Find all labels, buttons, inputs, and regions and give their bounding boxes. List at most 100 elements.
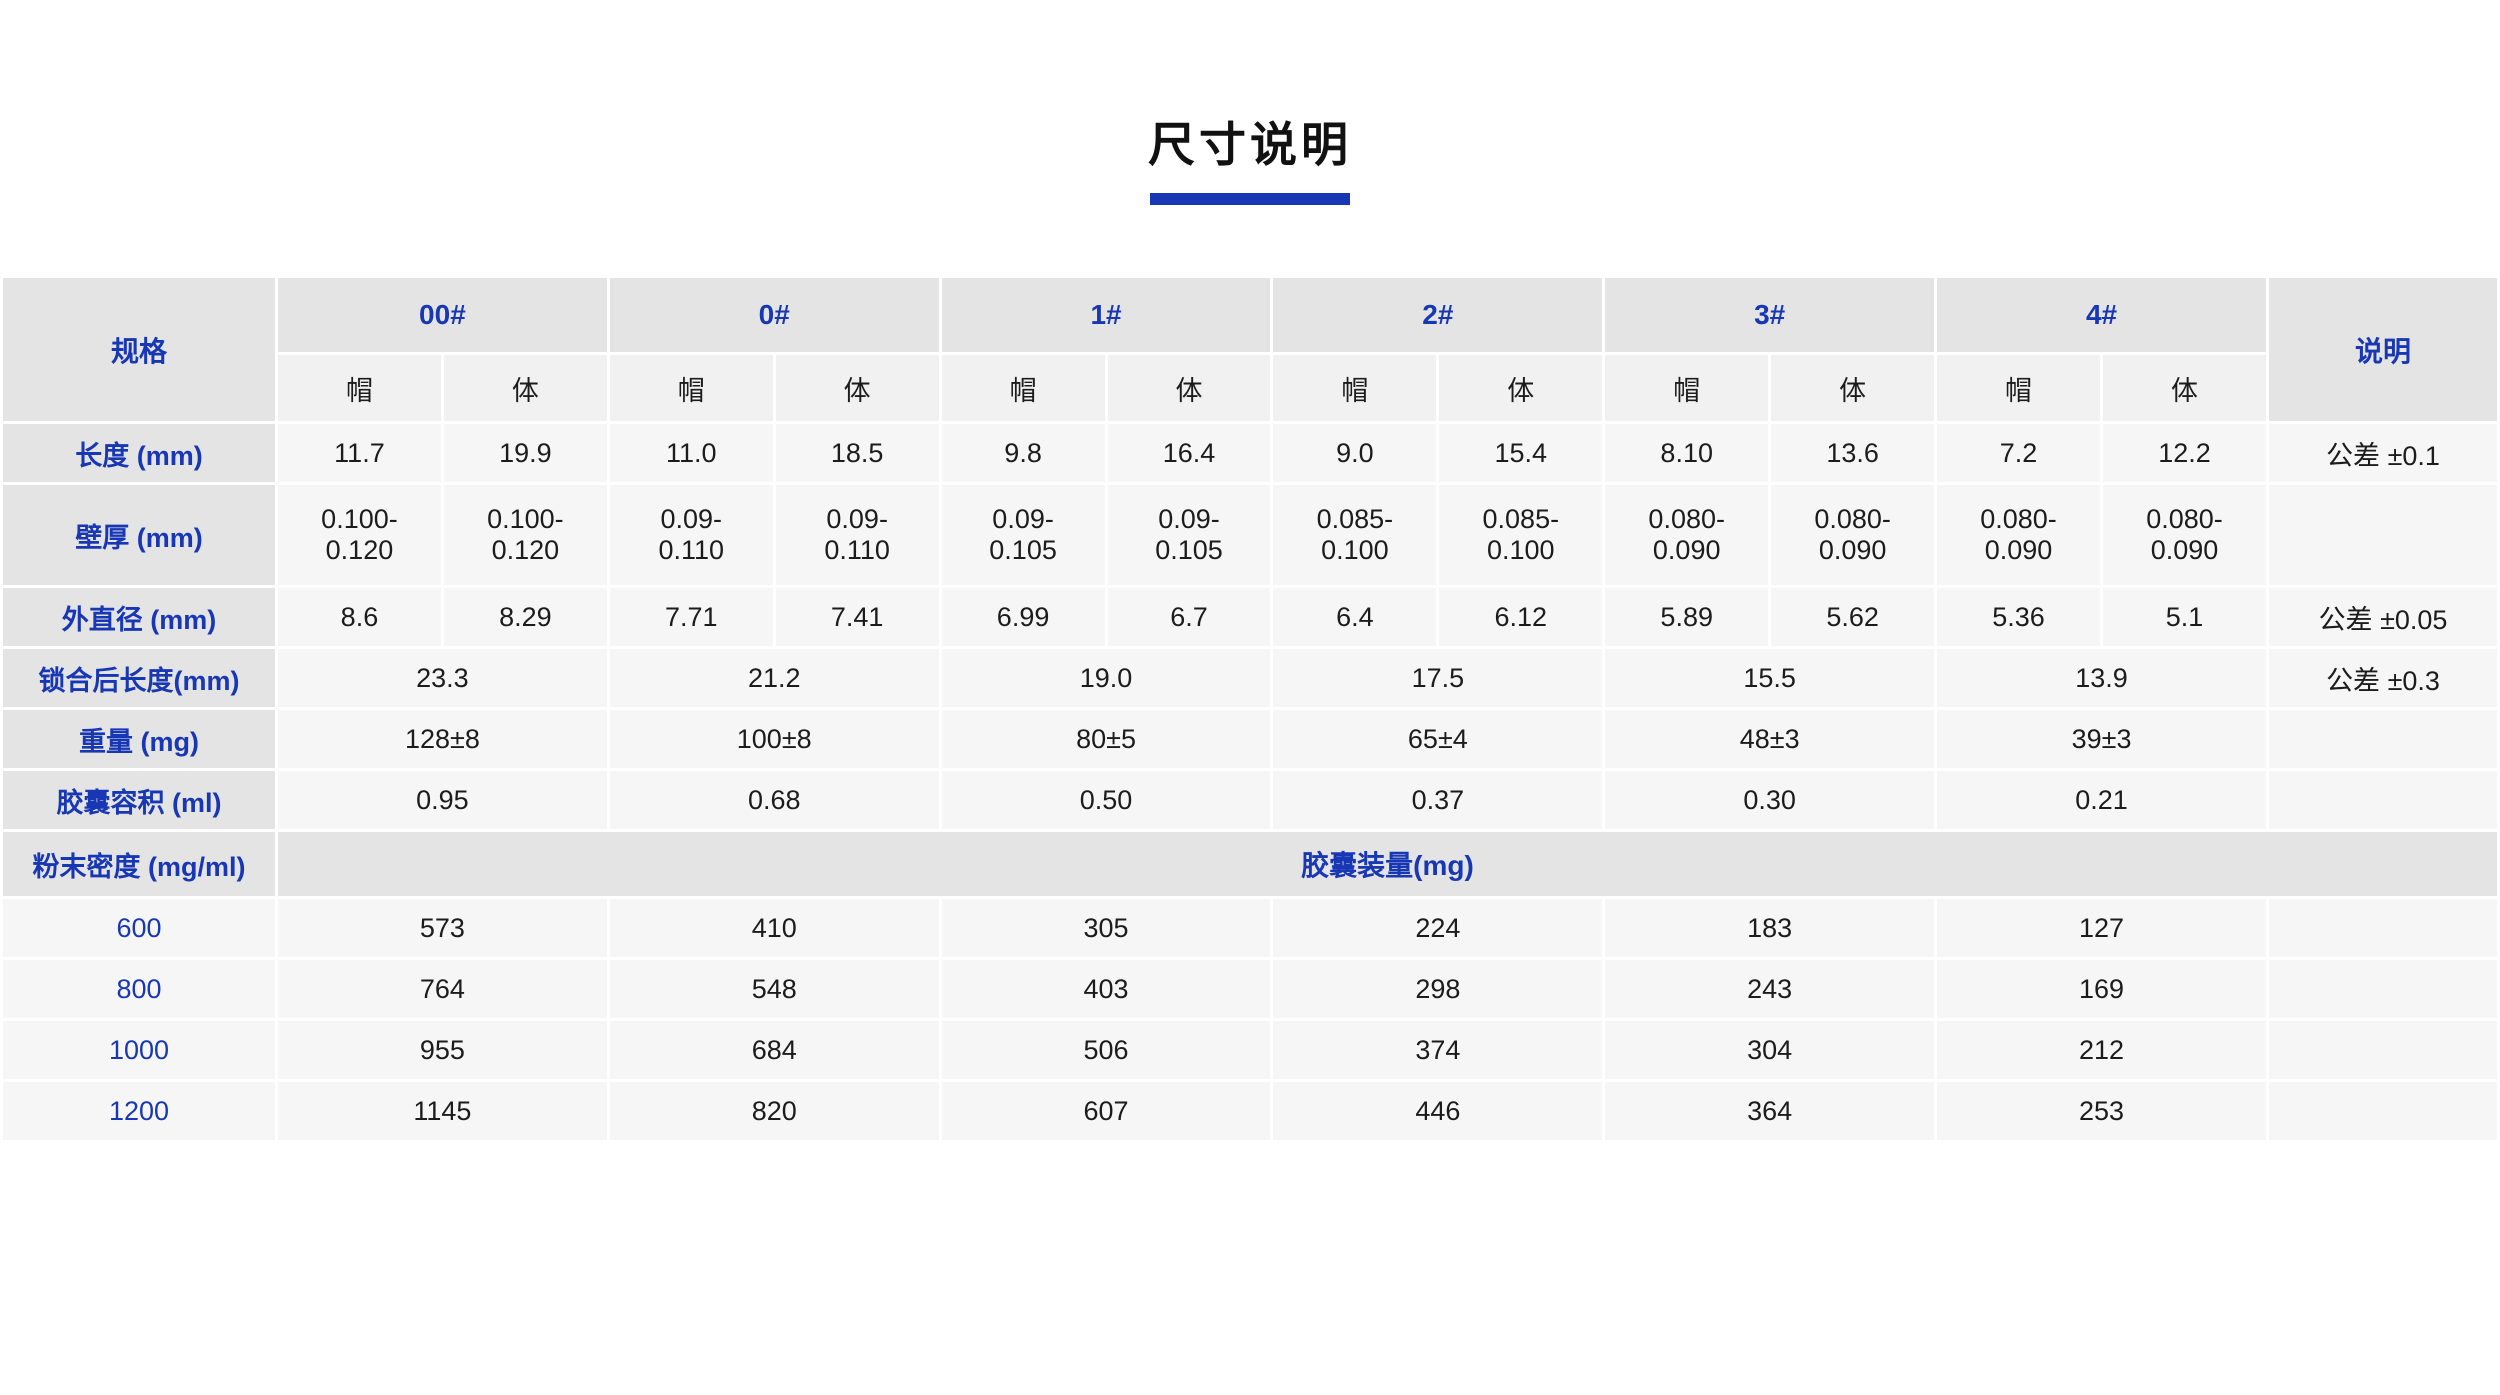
size-header-1: 1# [941,278,1271,353]
value-cell: 403 [941,960,1271,1019]
header-row-sizes: 规格 00# 0# 1# 2# 3# 4# 说明 [3,278,2497,422]
note-cell [2269,899,2497,958]
row-label: 胶囊容积 (ml) [3,771,275,830]
value-cell: 65±4 [1273,710,1603,769]
body-subheader-2: 体 [1107,355,1271,422]
value-cell: 16.4 [1107,424,1271,483]
row-label: 外直径 (mm) [3,588,275,647]
value-cell: 48±3 [1605,710,1935,769]
body-subheader-3: 体 [1439,355,1603,422]
value-cell: 12.2 [2102,424,2266,483]
value-cell: 0.09- 0.105 [941,485,1105,586]
page-header: 尺寸说明 [0,0,2500,206]
title-underline-bar [1150,193,1350,206]
cap-subheader-2: 帽 [941,355,1105,422]
note-cell: 公差 ±0.05 [2269,588,2497,647]
page-title: 尺寸说明 [1148,118,1352,171]
density-label: 800 [3,960,275,1019]
size-header-2: 2# [1273,278,1603,353]
value-cell: 305 [941,899,1271,958]
value-cell: 0.09- 0.105 [1107,485,1271,586]
value-cell: 212 [1937,1021,2266,1080]
value-cell: 955 [278,1021,607,1080]
value-cell: 23.3 [278,649,607,708]
value-cell: 607 [941,1082,1271,1141]
value-cell: 5.62 [1771,588,1935,647]
value-cell: 8.10 [1605,424,1769,483]
value-cell: 764 [278,960,607,1019]
density-label: 600 [3,899,275,958]
value-cell: 21.2 [609,649,939,708]
value-cell: 364 [1605,1082,1935,1141]
value-cell: 6.12 [1439,588,1603,647]
table-row-fill-3: 1200 1145 820 607 446 364 253 [3,1082,2497,1141]
cap-subheader-3: 帽 [1273,355,1437,422]
size-header-4: 4# [1937,278,2266,353]
value-cell: 224 [1273,899,1603,958]
value-cell: 0.080- 0.090 [1937,485,2100,586]
body-subheader-1: 体 [775,355,939,422]
value-cell: 100±8 [609,710,939,769]
note-cell [2269,1021,2497,1080]
value-cell: 0.50 [941,771,1271,830]
value-cell: 169 [1937,960,2266,1019]
table-row-merged-0: 锁合后长度(mm) 23.3 21.2 19.0 17.5 15.5 13.9 公差 ±0.3 [3,649,2497,708]
fill-weight-band: 胶囊装量(mg) [278,832,2497,897]
value-cell: 9.8 [941,424,1105,483]
value-cell: 304 [1605,1021,1935,1080]
table-row-fill-2: 1000 955 684 506 374 304 212 [3,1021,2497,1080]
value-cell: 506 [941,1021,1271,1080]
value-cell: 183 [1605,899,1935,958]
value-cell: 0.37 [1273,771,1603,830]
value-cell: 19.9 [443,424,607,483]
value-cell: 7.41 [775,588,939,647]
value-cell: 7.71 [609,588,773,647]
value-cell: 128±8 [278,710,607,769]
cap-subheader-5: 帽 [1937,355,2100,422]
table-row-merged-1: 重量 (mg) 128±8 100±8 80±5 65±4 48±3 39±3 [3,710,2497,769]
note-header-cell: 说明 [2269,278,2497,422]
note-cell [2269,710,2497,769]
value-cell: 684 [609,1021,939,1080]
value-cell: 6.4 [1273,588,1437,647]
value-cell: 6.99 [941,588,1105,647]
value-cell: 446 [1273,1082,1603,1141]
value-cell: 15.5 [1605,649,1935,708]
row-label: 长度 (mm) [3,424,275,483]
capsule-size-table: 规格 00# 0# 1# 2# 3# 4# 说明帽体帽体帽体帽体帽体帽体长度 (mm) 11.7… [0,275,2500,1143]
value-cell: 127 [1937,899,2266,958]
row-label: 壁厚 (mm) [3,485,275,586]
value-cell: 0.080- 0.090 [2102,485,2266,586]
density-label: 1000 [3,1021,275,1080]
table-row-split-0: 长度 (mm) 11.7 19.9 11.0 18.5 9.8 16.4 9.0 15.4 8.1… [3,424,2497,483]
value-cell: 7.2 [1937,424,2100,483]
value-cell: 13.9 [1937,649,2266,708]
row-label: 锁合后长度(mm) [3,649,275,708]
cap-subheader-0: 帽 [278,355,441,422]
value-cell: 0.09- 0.110 [609,485,773,586]
value-cell: 0.21 [1937,771,2266,830]
value-cell: 9.0 [1273,424,1437,483]
cap-subheader-4: 帽 [1605,355,1769,422]
value-cell: 1145 [278,1082,607,1141]
table-row-split-2: 外直径 (mm) 8.6 8.29 7.71 7.41 6.99 6.7 6.4 6.12 5.8… [3,588,2497,647]
value-cell: 11.0 [609,424,773,483]
body-subheader-4: 体 [1771,355,1935,422]
body-subheader-5: 体 [2102,355,2266,422]
value-cell: 8.6 [278,588,441,647]
cap-subheader-1: 帽 [609,355,773,422]
note-cell: 公差 ±0.3 [2269,649,2497,708]
value-cell: 6.7 [1107,588,1271,647]
value-cell: 39±3 [1937,710,2266,769]
value-cell: 0.95 [278,771,607,830]
note-cell [2269,485,2497,586]
table-row-fill-1: 800 764 548 403 298 243 169 [3,960,2497,1019]
value-cell: 0.30 [1605,771,1935,830]
size-header-3: 3# [1605,278,1935,353]
note-cell [2269,960,2497,1019]
value-cell: 0.100- 0.120 [278,485,441,586]
note-cell [2269,771,2497,830]
value-cell: 573 [278,899,607,958]
value-cell: 17.5 [1273,649,1603,708]
value-cell: 5.1 [2102,588,2266,647]
